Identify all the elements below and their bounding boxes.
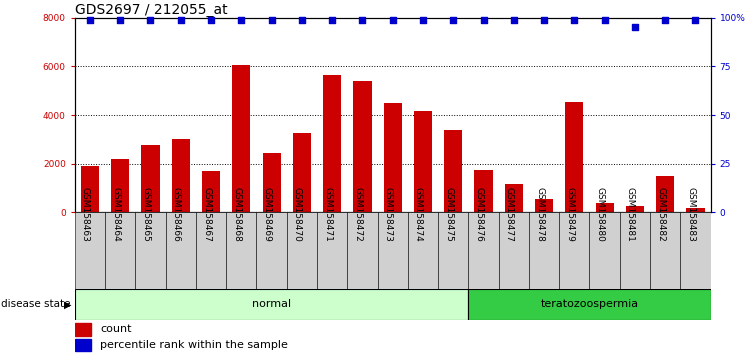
Point <box>690 17 702 23</box>
Text: GSM158478: GSM158478 <box>535 187 544 242</box>
Point <box>538 17 550 23</box>
Bar <box>257 212 286 289</box>
Point <box>357 17 369 23</box>
Bar <box>232 65 251 212</box>
Text: GDS2697 / 212055_at: GDS2697 / 212055_at <box>75 3 227 17</box>
Bar <box>347 212 378 289</box>
Text: GSM158477: GSM158477 <box>505 187 514 242</box>
Point <box>266 17 278 23</box>
Text: GSM158482: GSM158482 <box>656 187 665 242</box>
Point <box>205 17 217 23</box>
Bar <box>202 171 220 212</box>
Bar <box>414 112 432 212</box>
Text: GSM158480: GSM158480 <box>595 187 604 242</box>
Bar <box>378 212 408 289</box>
Text: teratozoospermia: teratozoospermia <box>541 299 639 309</box>
Bar <box>444 130 462 212</box>
Point <box>387 17 399 23</box>
Text: disease state: disease state <box>1 299 70 309</box>
Bar <box>468 289 711 320</box>
Point <box>326 17 338 23</box>
Bar <box>75 289 468 320</box>
Bar <box>75 212 105 289</box>
Bar <box>172 139 190 212</box>
Bar <box>81 166 99 212</box>
Bar <box>317 212 347 289</box>
Bar <box>474 170 493 212</box>
Text: GSM158474: GSM158474 <box>414 187 423 242</box>
Point <box>417 17 429 23</box>
Text: GSM158476: GSM158476 <box>474 187 483 242</box>
Text: GSM158463: GSM158463 <box>81 187 90 242</box>
Bar <box>292 133 311 212</box>
Text: GSM158473: GSM158473 <box>384 187 393 242</box>
Bar <box>565 102 583 212</box>
Bar <box>626 206 644 212</box>
Text: percentile rank within the sample: percentile rank within the sample <box>100 340 288 350</box>
Bar <box>196 212 226 289</box>
Point <box>114 17 126 23</box>
Bar <box>560 212 589 289</box>
Bar <box>687 207 705 212</box>
Point <box>508 17 520 23</box>
Point <box>629 24 641 30</box>
Bar <box>323 75 341 212</box>
Bar <box>589 212 620 289</box>
Bar <box>286 212 317 289</box>
Bar <box>105 212 135 289</box>
Text: ▶: ▶ <box>64 299 71 309</box>
Point <box>568 17 580 23</box>
Point <box>144 17 156 23</box>
Bar <box>353 81 372 212</box>
Bar <box>529 212 560 289</box>
Point <box>447 17 459 23</box>
Bar <box>505 184 523 212</box>
Point <box>598 17 610 23</box>
Bar <box>263 153 280 212</box>
Bar <box>75 323 91 336</box>
Bar <box>141 145 159 212</box>
Bar <box>650 212 681 289</box>
Bar <box>656 176 674 212</box>
Point <box>659 17 671 23</box>
Bar <box>75 338 91 351</box>
Bar <box>135 212 165 289</box>
Bar <box>681 212 711 289</box>
Bar <box>111 159 129 212</box>
Point <box>84 17 96 23</box>
Text: GSM158469: GSM158469 <box>263 187 272 242</box>
Text: GSM158475: GSM158475 <box>444 187 453 242</box>
Point <box>236 17 248 23</box>
Bar <box>408 212 438 289</box>
Bar <box>499 212 529 289</box>
Bar <box>468 212 499 289</box>
Bar <box>226 212 257 289</box>
Bar <box>535 199 554 212</box>
Text: GSM158467: GSM158467 <box>202 187 211 242</box>
Text: GSM158481: GSM158481 <box>626 187 635 242</box>
Bar <box>438 212 468 289</box>
Text: GSM158466: GSM158466 <box>172 187 181 242</box>
Bar <box>620 212 650 289</box>
Bar <box>384 103 402 212</box>
Text: GSM158471: GSM158471 <box>323 187 332 242</box>
Text: count: count <box>100 324 132 334</box>
Point <box>175 17 187 23</box>
Text: GSM158479: GSM158479 <box>565 187 574 242</box>
Text: normal: normal <box>252 299 291 309</box>
Text: GSM158465: GSM158465 <box>141 187 150 242</box>
Text: GSM158464: GSM158464 <box>111 187 120 242</box>
Text: GSM158483: GSM158483 <box>687 187 696 242</box>
Text: GSM158470: GSM158470 <box>293 187 302 242</box>
Bar <box>595 202 613 212</box>
Bar <box>165 212 196 289</box>
Text: GSM158468: GSM158468 <box>233 187 242 242</box>
Point <box>477 17 489 23</box>
Text: GSM158472: GSM158472 <box>353 187 363 242</box>
Point <box>296 17 308 23</box>
